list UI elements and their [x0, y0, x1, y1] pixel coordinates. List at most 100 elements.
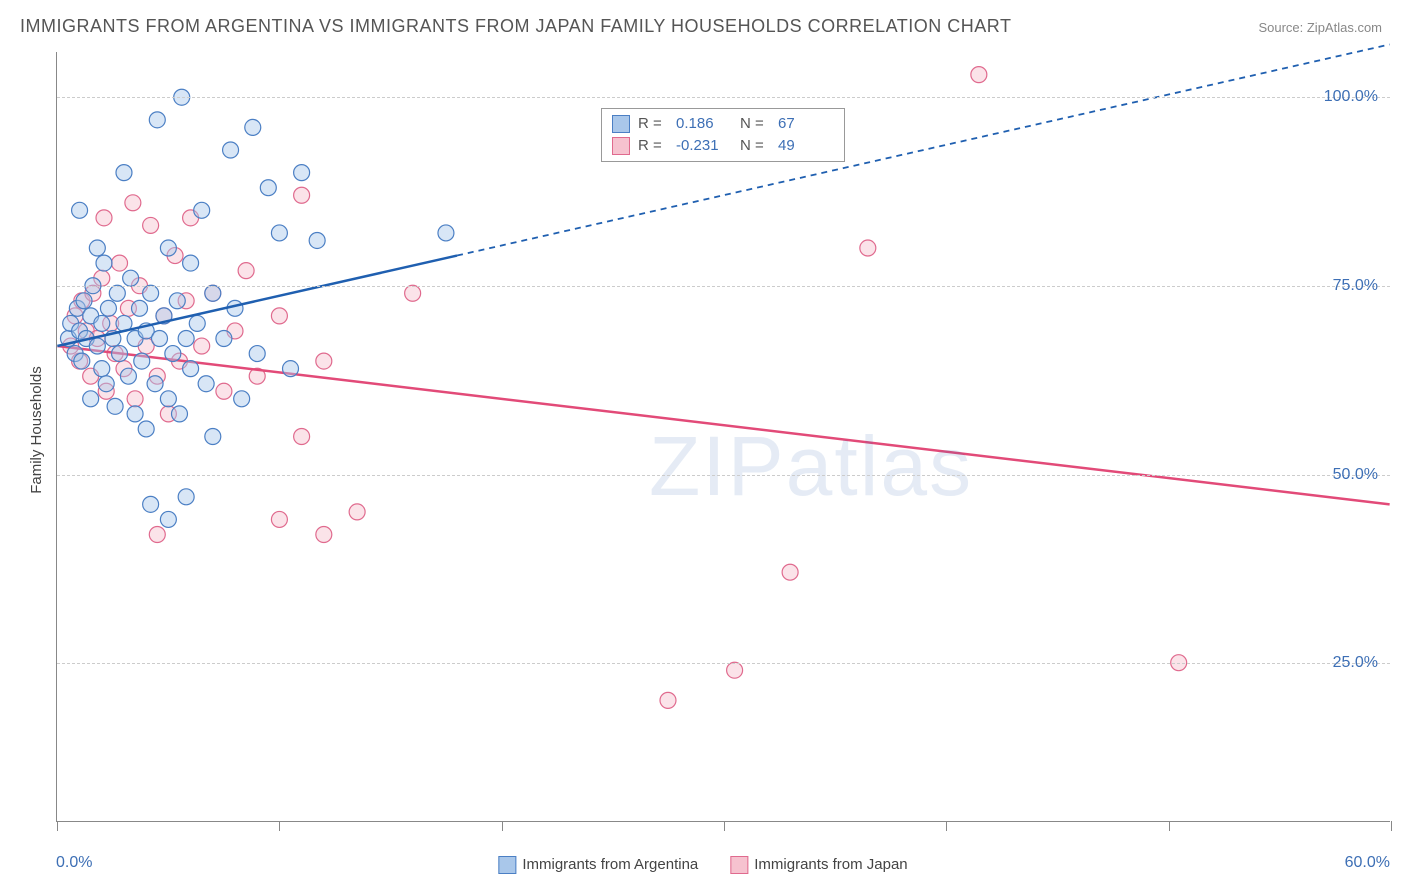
series-b-point: [860, 240, 876, 256]
x-tick: [724, 821, 725, 831]
series-b-point: [112, 255, 128, 271]
series-a-point: [74, 353, 90, 369]
series-b-point: [149, 527, 165, 543]
r-label: R =: [638, 135, 668, 157]
series-a-point: [205, 429, 221, 445]
series-b-point: [349, 504, 365, 520]
series-b-point: [271, 308, 287, 324]
n-label: N =: [740, 135, 770, 157]
series-a-point: [127, 406, 143, 422]
series-b-point: [660, 692, 676, 708]
legend-bottom: Immigrants from Argentina Immigrants from…: [498, 856, 907, 874]
legend-item: Immigrants from Japan: [730, 856, 907, 874]
series-a-point: [152, 331, 168, 347]
series-a-point: [260, 180, 276, 196]
chart-title: IMMIGRANTS FROM ARGENTINA VS IMMIGRANTS …: [20, 16, 1011, 37]
n-label: N =: [740, 113, 770, 135]
y-tick-label: 50.0%: [1333, 466, 1378, 484]
series-a-point: [294, 165, 310, 181]
series-a-point: [109, 285, 125, 301]
series-a-point: [160, 511, 176, 527]
series-a-point: [216, 331, 232, 347]
series-b-point: [294, 429, 310, 445]
legend-swatch: [612, 137, 630, 155]
r-value: 0.186: [676, 113, 732, 135]
series-a-point: [183, 361, 199, 377]
x-tick: [1169, 821, 1170, 831]
series-a-point: [160, 240, 176, 256]
series-a-regression-dashed: [457, 44, 1390, 255]
y-tick-label: 25.0%: [1333, 654, 1378, 672]
legend-correlation-row: R =0.186N =67: [612, 113, 834, 135]
series-b-point: [143, 217, 159, 233]
series-a-point: [120, 368, 136, 384]
series-b-point: [216, 383, 232, 399]
series-a-point: [89, 240, 105, 256]
x-axis-max-label: 60.0%: [1345, 854, 1390, 872]
series-a-point: [116, 165, 132, 181]
series-a-point: [160, 391, 176, 407]
series-a-point: [309, 232, 325, 248]
legend-swatch: [730, 856, 748, 874]
series-a-point: [143, 496, 159, 512]
legend-item: Immigrants from Argentina: [498, 856, 698, 874]
gridline: [57, 286, 1390, 287]
series-a-point: [169, 293, 185, 309]
n-value: 49: [778, 135, 834, 157]
y-tick-label: 100.0%: [1324, 88, 1378, 106]
series-a-point: [107, 398, 123, 414]
series-a-point: [76, 293, 92, 309]
series-a-point: [98, 376, 114, 392]
r-value: -0.231: [676, 135, 732, 157]
series-a-point: [438, 225, 454, 241]
series-a-point: [134, 353, 150, 369]
series-a-point: [283, 361, 299, 377]
series-a-point: [223, 142, 239, 158]
legend-swatch: [612, 115, 630, 133]
plot-area: ZIPatlas R =0.186N =67R =-0.231N =49 25.…: [56, 52, 1390, 822]
series-a-point: [96, 255, 112, 271]
series-a-point: [143, 285, 159, 301]
series-a-point: [165, 346, 181, 362]
x-tick: [502, 821, 503, 831]
x-axis-min-label: 0.0%: [56, 854, 92, 872]
series-a-point: [249, 346, 265, 362]
series-a-point: [178, 489, 194, 505]
series-a-point: [94, 315, 110, 331]
x-tick: [946, 821, 947, 831]
x-tick: [1391, 821, 1392, 831]
series-a-point: [205, 285, 221, 301]
y-tick-label: 75.0%: [1333, 277, 1378, 295]
series-a-point: [94, 361, 110, 377]
series-b-point: [294, 187, 310, 203]
source-label: Source: ZipAtlas.com: [1258, 20, 1382, 35]
series-a-point: [194, 202, 210, 218]
legend-correlation-row: R = -0.231 N = 49: [612, 135, 834, 157]
gridline: [57, 663, 1390, 664]
n-value: 67: [778, 113, 834, 135]
series-b-point: [971, 67, 987, 83]
series-b-point: [316, 353, 332, 369]
series-a-point: [83, 391, 99, 407]
series-a-point: [189, 315, 205, 331]
series-a-point: [149, 112, 165, 128]
series-b-point: [727, 662, 743, 678]
legend-correlation-box: R = 0.186 N = 67R = -0.231 N = 49: [601, 108, 845, 162]
series-b-point: [127, 391, 143, 407]
series-a-point: [112, 346, 128, 362]
series-b-point: [238, 263, 254, 279]
series-a-point: [100, 300, 116, 316]
series-a-point: [72, 202, 88, 218]
legend-swatch: [498, 856, 516, 874]
series-a-point: [123, 270, 139, 286]
gridline: [57, 475, 1390, 476]
y-axis-title: Family Households: [28, 366, 45, 494]
series-b-point: [271, 511, 287, 527]
series-b-point: [96, 210, 112, 226]
series-a-point: [132, 300, 148, 316]
series-a-point: [178, 331, 194, 347]
series-a-point: [172, 406, 188, 422]
series-a-point: [198, 376, 214, 392]
series-a-point: [138, 421, 154, 437]
series-a-point: [234, 391, 250, 407]
